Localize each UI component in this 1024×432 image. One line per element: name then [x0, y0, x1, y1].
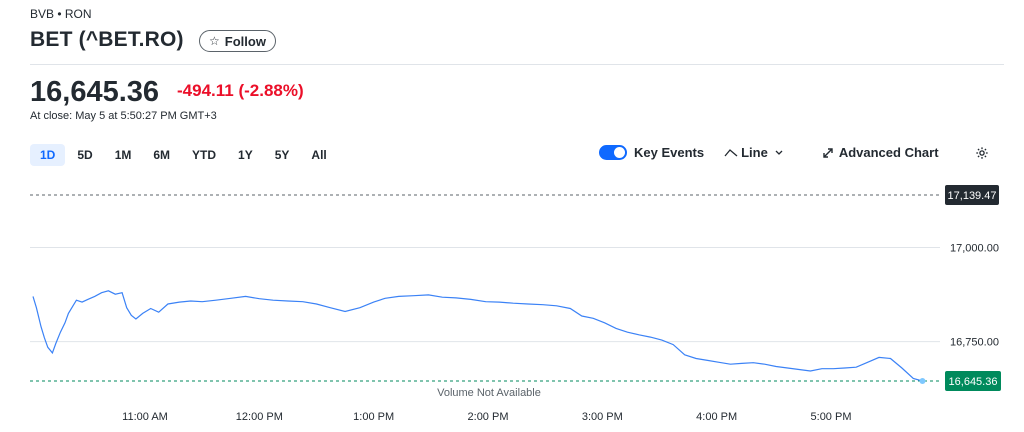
follow-button[interactable]: ☆ Follow: [199, 30, 276, 52]
range-tab-all[interactable]: All: [311, 148, 327, 162]
x-tick-label: 4:00 PM: [696, 411, 737, 423]
page-title: BET (^BET.RO): [30, 28, 184, 51]
header-divider: [30, 64, 1004, 65]
chart-type-label: Line: [741, 145, 768, 160]
close-timestamp: At close: May 5 at 5:50:27 PM GMT+3: [30, 110, 217, 122]
range-tab-1m[interactable]: 1M: [114, 148, 132, 162]
key-events-label: Key Events: [634, 145, 705, 160]
follow-label: Follow: [224, 33, 266, 49]
price-chart[interactable]: 17,000.00 16,750.00 17,139.47 16,645.36 Volu…: [0, 180, 1024, 432]
range-tab-ytd[interactable]: YTD: [192, 148, 217, 162]
expand-diagonal-icon: [823, 147, 833, 158]
advanced-chart-label: Advanced Chart: [838, 145, 939, 160]
settings-button[interactable]: [975, 146, 989, 160]
range-tab-6m[interactable]: 6M: [153, 148, 171, 162]
y-tick-label: 16,750.00: [950, 337, 999, 349]
last-value-label: 16,645.36: [949, 376, 998, 388]
price-series-line: [32, 290, 923, 382]
quote-change: -494.11 (-2.88%): [177, 81, 304, 100]
x-tick-label: 12:00 PM: [236, 411, 283, 423]
x-tick-label: 11:00 AM: [122, 411, 168, 423]
x-tick-label: 5:00 PM: [811, 411, 852, 423]
y-tick-label: 17,000.00: [950, 243, 999, 255]
previous-close-badge: [945, 185, 999, 205]
last-price-dot: [919, 378, 926, 384]
last-value-badge: [945, 371, 1001, 391]
line-chart-icon: [724, 148, 738, 156]
x-tick-label: 1:00 PM: [353, 411, 394, 423]
star-outline-icon: ☆: [209, 34, 220, 48]
exchange-label: BVB • RON: [30, 7, 92, 21]
gear-icon: [975, 146, 988, 159]
chart-toolbar: Key Events Line Advanced Chart: [599, 145, 989, 160]
x-tick-label: 2:00 PM: [468, 411, 509, 423]
range-tab-5d[interactable]: 5D: [77, 148, 93, 162]
range-tabs: 1D 5D 1M 6M YTD 1Y 5Y All: [30, 144, 339, 166]
x-tick-label: 3:00 PM: [582, 411, 623, 423]
range-tab-1d[interactable]: 1D: [30, 144, 66, 166]
previous-close-label: 17,139.47: [948, 190, 997, 202]
chart-type-dropdown[interactable]: Line: [724, 145, 784, 160]
range-tab-1y[interactable]: 1Y: [238, 148, 253, 162]
volume-not-available-note: Volume Not Available: [437, 387, 541, 399]
quote-price: 16,645.36: [30, 76, 160, 108]
advanced-chart-button[interactable]: Advanced Chart: [822, 145, 939, 160]
range-tab-5y[interactable]: 5Y: [274, 148, 290, 162]
key-events-toggle[interactable]: [599, 145, 627, 160]
chevron-down-icon: [775, 150, 783, 155]
